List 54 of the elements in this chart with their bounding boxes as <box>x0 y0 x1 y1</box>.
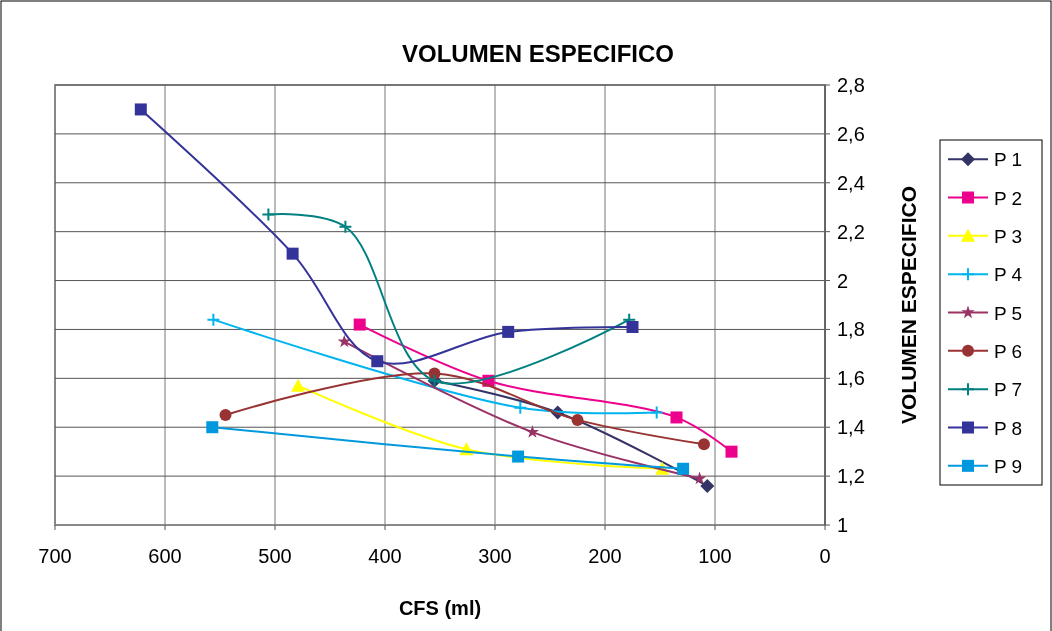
y-axis-title: VOLUMEN ESPECIFICO <box>897 185 920 425</box>
y-tick-label: 1,6 <box>837 367 865 390</box>
x-tick-label: 600 <box>148 545 182 567</box>
point <box>291 378 306 392</box>
x-tick-label: 300 <box>478 545 512 567</box>
point <box>512 450 525 463</box>
chart-title: VOLUMEN ESPECIFICO <box>401 40 675 67</box>
legend-label: P 6 <box>994 340 1023 362</box>
x-tick-label: 500 <box>258 545 292 567</box>
x-tick-label: 100 <box>698 545 732 567</box>
y-tick-label: 1 <box>837 514 849 536</box>
legend-label: P 5 <box>994 302 1023 324</box>
point <box>670 411 683 424</box>
point <box>571 413 584 426</box>
legend-label: P 7 <box>994 379 1023 401</box>
point <box>286 247 299 260</box>
point <box>649 405 664 420</box>
point <box>353 318 366 331</box>
x-tick-label: 0 <box>819 545 831 567</box>
point <box>371 355 384 368</box>
x-tick-label: 400 <box>368 545 402 567</box>
legend-label: P 4 <box>994 264 1023 286</box>
x-tick-label: 700 <box>38 545 72 567</box>
y-tick-label: 1,8 <box>837 318 865 341</box>
y-tick-label: 2,8 <box>837 74 865 96</box>
point <box>338 219 353 234</box>
point <box>626 321 639 333</box>
point <box>725 445 738 458</box>
point <box>206 312 221 327</box>
point <box>525 425 540 438</box>
point <box>502 325 515 338</box>
legend-label: P 3 <box>994 225 1023 247</box>
point <box>698 438 710 451</box>
legend-label: P 8 <box>994 417 1023 439</box>
legend-label: P 2 <box>994 187 1023 209</box>
point <box>513 400 528 415</box>
legend-label: P 9 <box>994 455 1023 477</box>
point <box>134 103 147 116</box>
y-tick-label: 2,6 <box>837 122 865 145</box>
y-tick-label: 2,4 <box>837 171 865 194</box>
y-tick-label: 1,4 <box>837 416 865 439</box>
y-tick-label: 1,2 <box>837 465 865 488</box>
point <box>692 471 707 485</box>
point <box>677 462 690 475</box>
x-axis-title: CFS (ml) <box>398 597 482 619</box>
point <box>206 421 219 434</box>
y-tick-label: 2,2 <box>837 220 865 243</box>
point <box>261 207 276 222</box>
point <box>337 334 351 348</box>
x-tick-label: 200 <box>588 545 622 567</box>
y-tick-label: 2 <box>837 269 849 292</box>
legend-label: P 1 <box>994 149 1023 171</box>
point <box>219 409 232 421</box>
point <box>700 478 715 493</box>
